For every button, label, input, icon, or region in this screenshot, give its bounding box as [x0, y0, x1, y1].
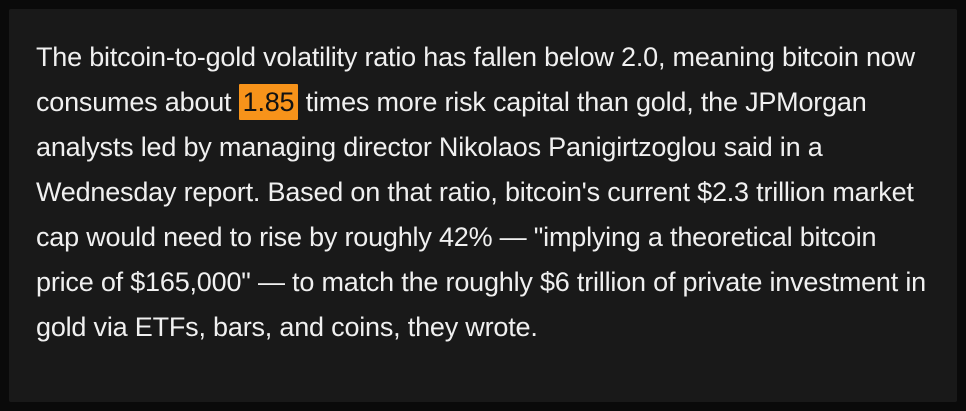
paragraph-text-before: The bitcoin-to-gold volatility ratio has… — [36, 42, 915, 117]
article-paragraph: The bitcoin-to-gold volatility ratio has… — [36, 35, 929, 350]
article-text-card: The bitcoin-to-gold volatility ratio has… — [9, 9, 957, 402]
highlighted-value: 1.85 — [238, 84, 299, 120]
paragraph-text-after: times more risk capital than gold, the J… — [36, 87, 926, 342]
